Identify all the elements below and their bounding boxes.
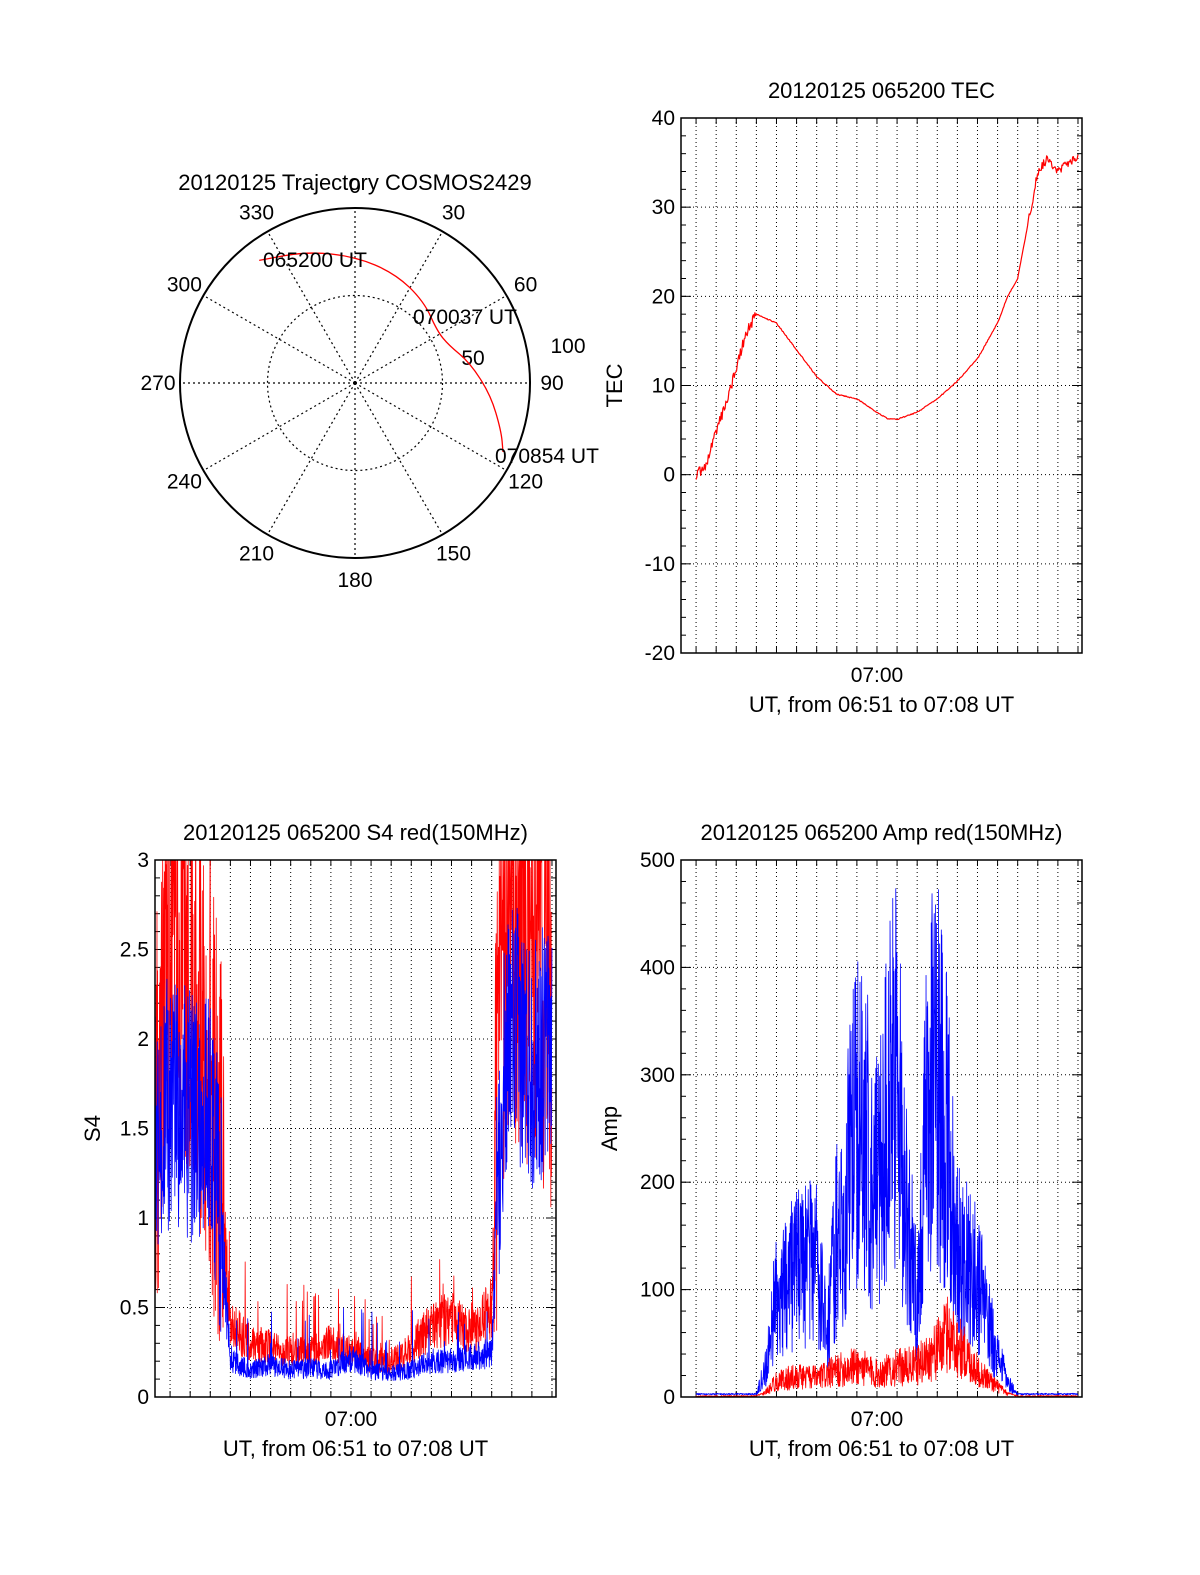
polar-angle-label: 60 [514, 274, 537, 297]
polar-angle-label: 0 [349, 175, 361, 198]
polar-annotation: 070037 UT [413, 306, 517, 329]
amp-ylabel: Amp [597, 1106, 622, 1151]
polar-angle-label: 240 [167, 471, 202, 494]
polar-spoke [354, 294, 507, 384]
polar-grid-circle [266, 294, 444, 472]
amp-series-line [695, 1296, 1079, 1398]
polar-outer-circle [179, 207, 531, 559]
tec-xlabel: UT, from 06:51 to 07:08 UT [749, 692, 1014, 717]
polar-angle-label: 330 [239, 201, 274, 224]
polar-angle-label: 210 [239, 543, 274, 566]
s4-ylabel: S4 [80, 1115, 105, 1142]
tec-xtick-label: 07:00 [851, 664, 904, 687]
amp-ytick-label: 500 [640, 849, 675, 872]
amp-ytick-label: 400 [640, 956, 675, 979]
s4-ytick-label: 1 [137, 1207, 149, 1230]
tec-ytick-label: 30 [652, 196, 675, 219]
polar-trajectory-line [259, 252, 504, 453]
amp-ytick-label: 0 [663, 1386, 675, 1409]
s4-frame [154, 859, 557, 1398]
polar-angle-label: 300 [167, 274, 202, 297]
amp-chart: 20120125 065200 Amp red(150MHz) 0 100 200 30… [597, 820, 1083, 1461]
polar-angle-label: 180 [337, 569, 372, 592]
polar-radial-label: 50 [461, 347, 484, 370]
polar-spoke [354, 382, 507, 472]
s4-ytick-label: 0.5 [120, 1297, 149, 1320]
s4-series-line [154, 907, 553, 1381]
polar-angle-label: 150 [436, 543, 471, 566]
s4-ytick-label: 2.5 [120, 939, 149, 962]
amp-series-line [695, 888, 1079, 1396]
amp-frame [680, 859, 1083, 1398]
s4-ytick-label: 3 [137, 849, 149, 872]
tec-series-line [695, 154, 1079, 480]
polar-spoke [203, 294, 356, 384]
tec-title: 20120125 065200 TEC [768, 78, 995, 103]
s4-ytick-label: 1.5 [120, 1118, 149, 1141]
amp-xtick-label: 07:00 [851, 1408, 904, 1431]
polar-angle-label: 30 [442, 201, 465, 224]
polar-spoke [354, 231, 444, 384]
s4-ytick-label: 2 [137, 1028, 149, 1051]
polar-annotation: 065200 UT [263, 249, 367, 272]
polar-angle-label: 90 [540, 372, 563, 395]
polar-annotation: 070854 UT [495, 445, 599, 468]
polar-angle-label: 270 [140, 372, 175, 395]
amp-xlabel: UT, from 06:51 to 07:08 UT [749, 1436, 1014, 1461]
tec-ytick-label: 0 [663, 464, 675, 487]
s4-series-line [154, 859, 553, 1375]
tec-ytick-label: -20 [645, 642, 675, 665]
polar-spoke [354, 382, 444, 535]
tec-ytick-label: 40 [652, 107, 675, 130]
polar-spoke [203, 382, 356, 472]
polar-title: 20120125 Trajectory COSMOS2429 [178, 170, 531, 195]
amp-title: 20120125 065200 Amp red(150MHz) [700, 820, 1062, 845]
amp-ytick-label: 200 [640, 1171, 675, 1194]
polar-spoke [266, 382, 356, 535]
s4-title: 20120125 065200 S4 red(150MHz) [183, 820, 528, 845]
tec-ytick-label: 10 [652, 375, 675, 398]
tec-ytick-label: 20 [652, 285, 675, 308]
tec-ylabel: TEC [602, 363, 627, 407]
amp-ytick-label: 100 [640, 1279, 675, 1302]
tec-chart: 20120125 065200 TEC -20 -10 0 10 20 30 40 07:00 U… [602, 78, 1083, 717]
polar-radial-label: 100 [550, 335, 585, 358]
tec-frame [680, 117, 1083, 654]
s4-xlabel: UT, from 06:51 to 07:08 UT [223, 1436, 488, 1461]
tec-ytick-label: -10 [645, 553, 675, 576]
s4-ytick-label: 0 [137, 1386, 149, 1409]
amp-ytick-label: 300 [640, 1064, 675, 1087]
s4-xtick-label: 07:00 [325, 1408, 378, 1431]
polar-angle-label: 120 [508, 471, 543, 494]
s4-chart: 20120125 065200 S4 red(150MHz) 0 0.5 1 1.5 2 2… [80, 820, 557, 1461]
